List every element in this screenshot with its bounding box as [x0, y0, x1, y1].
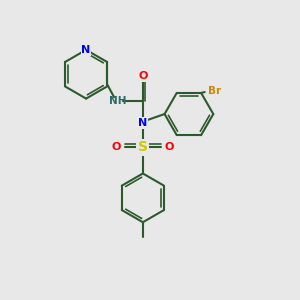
Text: O: O — [138, 71, 148, 81]
Text: N: N — [138, 118, 148, 128]
Text: O: O — [165, 142, 174, 152]
Text: O: O — [111, 142, 121, 152]
Text: NH: NH — [109, 96, 126, 106]
Text: S: S — [138, 140, 148, 154]
Text: N: N — [82, 45, 91, 55]
Text: Br: Br — [208, 86, 221, 96]
